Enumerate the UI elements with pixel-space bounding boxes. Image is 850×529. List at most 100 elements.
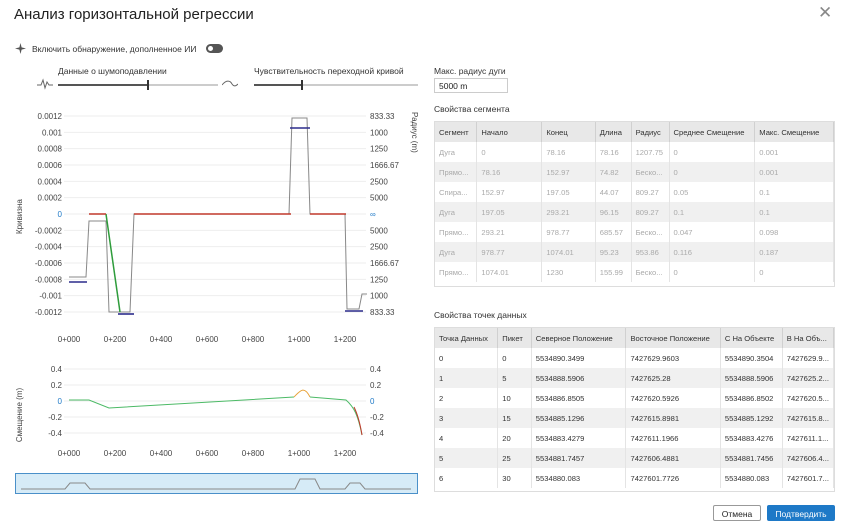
table-cell: 7427620.5926 (625, 388, 721, 408)
offset-x-tick-label: 0+800 (242, 449, 265, 458)
offset-x-tick-label: 1+000 (288, 449, 311, 458)
curvature-x-tick-label: 0+800 (242, 335, 265, 344)
table-cell: 0.1 (754, 202, 834, 222)
offset-right-tick-label: 0 (370, 397, 375, 406)
table-cell: 152.97 (476, 182, 543, 202)
offset-x-tick-label: 0+200 (104, 449, 127, 458)
close-icon[interactable]: ✕ (818, 3, 833, 22)
table-cell: 7427611.1966 (625, 428, 721, 448)
table-cell: 0.1 (754, 182, 834, 202)
table-header-cell[interactable]: Восточное Положение (625, 328, 721, 348)
table-cell: 5534883.4279 (531, 428, 627, 448)
offset-x-tick-label: 0+000 (58, 449, 81, 458)
table-cell: 5534880.083 (720, 468, 783, 488)
points-table: Точка Данных Пикет Северное Положение Восто… (434, 327, 835, 492)
point-row[interactable]: 0 0 5534890.3499 7427629.9603 5534890.3504 74… (435, 348, 834, 368)
table-header-cell[interactable]: Конец (541, 122, 596, 142)
curvature-tick-label: -0.0004 (35, 243, 63, 252)
noise-slider-thumb[interactable] (147, 80, 149, 90)
noise-slider-label: Данные о шумоподавлении (58, 66, 167, 76)
point-row[interactable]: 3 15 5534885.1296 7427615.8981 5534885.1292 7… (435, 408, 834, 428)
noise-slider[interactable] (58, 80, 218, 90)
max-radius-input[interactable] (434, 78, 508, 93)
table-cell: 20 (497, 428, 532, 448)
table-cell: 5534880.083 (531, 468, 627, 488)
curvature-tick-label: -0.0012 (35, 308, 63, 317)
table-header-cell[interactable]: Сегмент (435, 122, 478, 142)
table-cell: 15 (497, 408, 532, 428)
table-header-cell[interactable]: Среднее Смещение (669, 122, 756, 142)
radius-tick-label: ∞ (370, 210, 376, 219)
table-cell: 1207.75 (631, 142, 670, 162)
segment-row[interactable]: Дуга 197.05 293.21 96.15 809.27 0.1 0.1 (435, 202, 834, 222)
point-row[interactable]: 6 30 5534880.083 7427601.7726 5534880.083 742… (435, 468, 834, 488)
sensitivity-slider[interactable] (254, 80, 418, 90)
table-cell: 7427611.1... (782, 428, 834, 448)
table-cell: 78.16 (595, 142, 632, 162)
offset-right-tick-label: 0.2 (370, 381, 382, 390)
table-header-cell[interactable]: Точка Данных (435, 328, 499, 348)
table-cell: 7427601.7... (782, 468, 834, 488)
table-cell: 1074.01 (476, 262, 543, 282)
confirm-button[interactable]: Подтвердить (767, 505, 835, 521)
segment-row[interactable]: Дуга 0 78.16 78.16 1207.75 0 0.001 (435, 142, 834, 162)
table-cell: 809.27 (631, 182, 670, 202)
table-cell: 95.23 (595, 242, 632, 262)
segment-row[interactable]: Прямо... 293.21 978.77 685.57 Беско... 0.047 0… (435, 222, 834, 242)
curvature-tick-label: 0.0012 (38, 112, 63, 121)
overview-navigator[interactable] (15, 473, 418, 495)
dialog-title: Анализ горизонтальной регрессии (14, 6, 254, 23)
offset-line-arc (293, 389, 311, 398)
table-cell: 0 (754, 262, 834, 282)
sensitivity-slider-thumb[interactable] (301, 80, 303, 90)
table-header-cell[interactable]: Макс. Смещение (754, 122, 834, 142)
table-header-cell[interactable]: Радиус (631, 122, 670, 142)
table-header-cell[interactable]: Начало (476, 122, 543, 142)
table-header-cell[interactable]: В На Объ... (782, 328, 834, 348)
radius-tick-label: 5000 (370, 194, 388, 203)
point-row[interactable]: 4 20 5534883.4279 7427611.1966 5534883.4276 7… (435, 428, 834, 448)
table-cell: 5534881.7457 (531, 448, 627, 468)
ai-toggle-row: Включить обнаружение, дополненное ИИ (15, 43, 224, 54)
spiral-segment (105, 213, 121, 313)
table-cell: 7427625.28 (625, 368, 721, 388)
point-row[interactable]: 1 5 5534888.5906 7427625.28 5534888.5906 7427… (435, 368, 834, 388)
table-cell: 3 (435, 408, 499, 428)
table-cell: 7427601.7726 (625, 468, 721, 488)
curvature-chart: 0.0012 0.001 0.0008 0.0006 0.0004 0.0002 0 -0.0… (15, 110, 419, 344)
segment-row[interactable]: Спира... 152.97 197.05 44.07 809.27 0.05 0.1 (435, 182, 834, 202)
table-cell: 78.16 (541, 142, 596, 162)
ai-toggle-label: Включить обнаружение, дополненное ИИ (32, 43, 197, 54)
table-cell: 293.21 (541, 202, 596, 222)
table-cell: 809.27 (631, 202, 670, 222)
table-header-cell[interactable]: Северное Положение (531, 328, 627, 348)
table-cell: Спира... (435, 182, 478, 202)
offset-tick-label: 0 (58, 397, 63, 406)
table-header-cell[interactable]: С На Объекте (720, 328, 783, 348)
table-header-cell[interactable]: Пикет (497, 328, 532, 348)
table-cell: 5534890.3504 (720, 348, 783, 368)
table-cell: 6 (435, 468, 499, 488)
table-cell: 0.001 (754, 142, 834, 162)
table-cell: 0 (669, 262, 756, 282)
table-header-cell[interactable]: Длина (595, 122, 632, 142)
segment-row[interactable]: Прямо... 1074.01 1230 155.99 Беско... 0 0 (435, 262, 834, 282)
offset-tick-label: 0.2 (51, 381, 63, 390)
table-cell: 0.05 (669, 182, 756, 202)
table-cell: 0.116 (669, 242, 756, 262)
table-cell: 0.098 (754, 222, 834, 242)
segment-row[interactable]: Дуга 978.77 1074.01 95.23 953.86 0.116 0.187 (435, 242, 834, 262)
cancel-button[interactable]: Отмена (713, 505, 761, 521)
offset-tick-label: -0.2 (48, 413, 62, 422)
point-row[interactable]: 5 25 5534881.7457 7427606.4881 5534881.7456 7… (435, 448, 834, 468)
table-cell: Дуга (435, 202, 478, 222)
table-cell: 0.001 (754, 162, 834, 182)
segment-row[interactable]: Прямо... 78.16 152.97 74.82 Беско... 0 0.001 (435, 162, 834, 182)
curvature-tick-label: -0.0002 (35, 226, 63, 235)
max-radius-label: Макс. радиус дуги (434, 66, 506, 76)
table-cell: 0 (497, 348, 532, 368)
ai-toggle-switch[interactable] (206, 44, 224, 53)
table-cell: 155.99 (595, 262, 632, 282)
curvature-tick-label: 0.0004 (38, 177, 63, 186)
point-row[interactable]: 2 10 5534886.8505 7427620.5926 5534886.8502 7… (435, 388, 834, 408)
